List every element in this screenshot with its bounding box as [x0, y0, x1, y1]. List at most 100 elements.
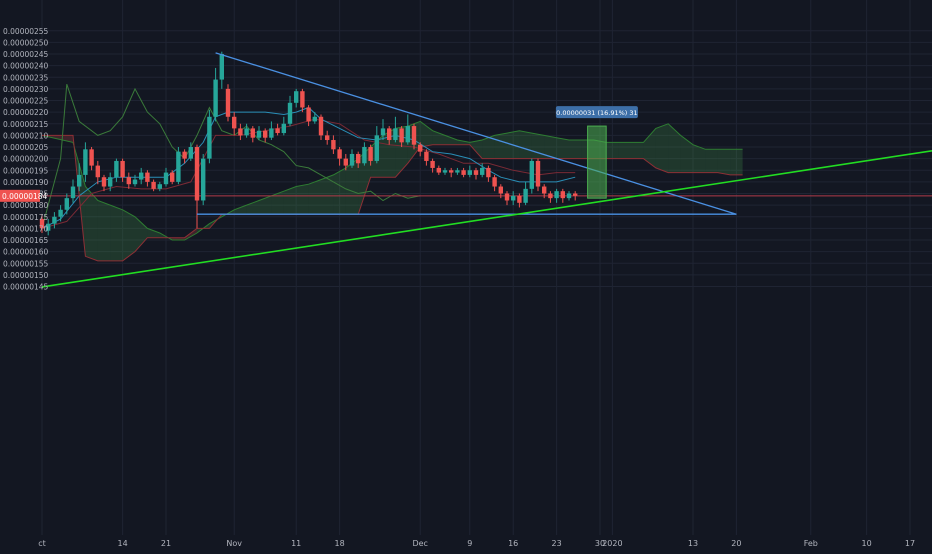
candle-body[interactable]	[411, 126, 417, 145]
candle-body[interactable]	[325, 135, 330, 141]
candle-body[interactable]	[492, 177, 497, 187]
candle-body[interactable]	[77, 174, 82, 187]
candle-body[interactable]	[151, 181, 156, 189]
candle-body[interactable]	[504, 193, 510, 201]
candle-body[interactable]	[511, 195, 516, 201]
candle-body[interactable]	[225, 88, 231, 117]
candle-body[interactable]	[430, 160, 435, 168]
y-tick-label: 0.00000175	[3, 213, 49, 222]
candle-body[interactable]	[424, 151, 429, 161]
candle-body[interactable]	[566, 193, 572, 199]
price-range-box[interactable]	[587, 125, 607, 199]
candle-body[interactable]	[455, 170, 460, 173]
candle-body[interactable]	[331, 140, 336, 150]
x-tick-label: 17	[905, 539, 915, 548]
candle-body[interactable]	[548, 193, 553, 199]
candle-body[interactable]	[58, 209, 63, 217]
kumo-cloud-segment	[680, 135, 693, 173]
candle-body[interactable]	[139, 172, 144, 180]
candle-body[interactable]	[449, 170, 454, 173]
candle-body[interactable]	[362, 147, 367, 164]
candle-body[interactable]	[405, 126, 410, 143]
candle-body[interactable]	[219, 54, 224, 80]
candle-body[interactable]	[46, 223, 51, 231]
candle-body[interactable]	[238, 128, 243, 136]
candle-body[interactable]	[343, 158, 348, 166]
candle-body[interactable]	[294, 91, 299, 103]
candle-body[interactable]	[312, 116, 317, 122]
candle-body[interactable]	[442, 170, 448, 173]
candle-body[interactable]	[194, 147, 200, 201]
y-tick-label: 0.00000210	[3, 131, 49, 140]
candle-body[interactable]	[356, 153, 361, 164]
senkou-span-b-line	[42, 134, 743, 262]
candle-body[interactable]	[542, 186, 547, 194]
candle-body[interactable]	[244, 128, 249, 136]
candle-body[interactable]	[368, 147, 373, 161]
candle-body[interactable]	[529, 160, 534, 189]
candle-body[interactable]	[318, 116, 324, 136]
candle-body[interactable]	[188, 147, 193, 159]
candle-body[interactable]	[101, 177, 107, 187]
candle-body[interactable]	[281, 123, 286, 134]
candle-body[interactable]	[560, 191, 565, 199]
candle-body[interactable]	[337, 149, 342, 159]
candle-body[interactable]	[108, 177, 113, 187]
candle-body[interactable]	[275, 128, 280, 134]
candle-body[interactable]	[393, 128, 398, 141]
candle-body[interactable]	[39, 219, 45, 229]
candle-body[interactable]	[498, 186, 503, 194]
candle-body[interactable]	[83, 149, 88, 175]
candle-body[interactable]	[250, 128, 255, 138]
triangle-resistance-line[interactable]	[215, 52, 737, 215]
candle-body[interactable]	[486, 167, 491, 178]
candle-body[interactable]	[287, 102, 293, 124]
candle-body[interactable]	[349, 153, 355, 166]
candle-body[interactable]	[145, 172, 150, 182]
candle-body[interactable]	[64, 198, 69, 210]
candle-body[interactable]	[573, 193, 578, 196]
ascending-support-line[interactable]	[41, 147, 932, 288]
candle-body[interactable]	[306, 107, 311, 122]
candle-body[interactable]	[52, 216, 57, 224]
candle-body[interactable]	[182, 151, 187, 159]
candle-body[interactable]	[201, 158, 206, 201]
candle-body[interactable]	[114, 160, 119, 178]
candle-body[interactable]	[70, 186, 76, 199]
last-price-value: 0.00000184	[2, 192, 48, 201]
candle-body[interactable]	[89, 149, 94, 166]
candle-body[interactable]	[461, 170, 466, 175]
candle-body[interactable]	[170, 172, 175, 182]
candle-body[interactable]	[535, 160, 541, 187]
candle-body[interactable]	[300, 91, 305, 108]
candle-body[interactable]	[157, 184, 162, 189]
candle-body[interactable]	[380, 128, 386, 136]
candle-body[interactable]	[554, 191, 559, 199]
candle-body[interactable]	[95, 165, 100, 178]
candle-body[interactable]	[232, 116, 237, 129]
candle-body[interactable]	[467, 170, 472, 175]
candle-body[interactable]	[207, 116, 212, 159]
candle-body[interactable]	[269, 128, 274, 138]
candle-body[interactable]	[163, 172, 169, 185]
candle-body[interactable]	[120, 160, 125, 178]
candle-body[interactable]	[473, 170, 479, 175]
candle-body[interactable]	[126, 177, 131, 185]
candle-body[interactable]	[399, 128, 404, 143]
candle-body[interactable]	[256, 130, 262, 138]
candle-body[interactable]	[523, 188, 528, 203]
candle-body[interactable]	[176, 151, 181, 182]
candle-body[interactable]	[374, 135, 379, 161]
candle-body[interactable]	[436, 167, 441, 173]
candle-body[interactable]	[263, 130, 268, 138]
y-tick-label: 0.00000220	[3, 108, 49, 117]
candle-body[interactable]	[480, 167, 485, 175]
candle-body[interactable]	[418, 144, 423, 152]
candle-body[interactable]	[132, 179, 138, 185]
kumo-cloud-segment	[531, 133, 545, 159]
candle-body[interactable]	[517, 195, 522, 203]
candle-body[interactable]	[387, 128, 392, 141]
candle-body[interactable]	[213, 79, 218, 117]
